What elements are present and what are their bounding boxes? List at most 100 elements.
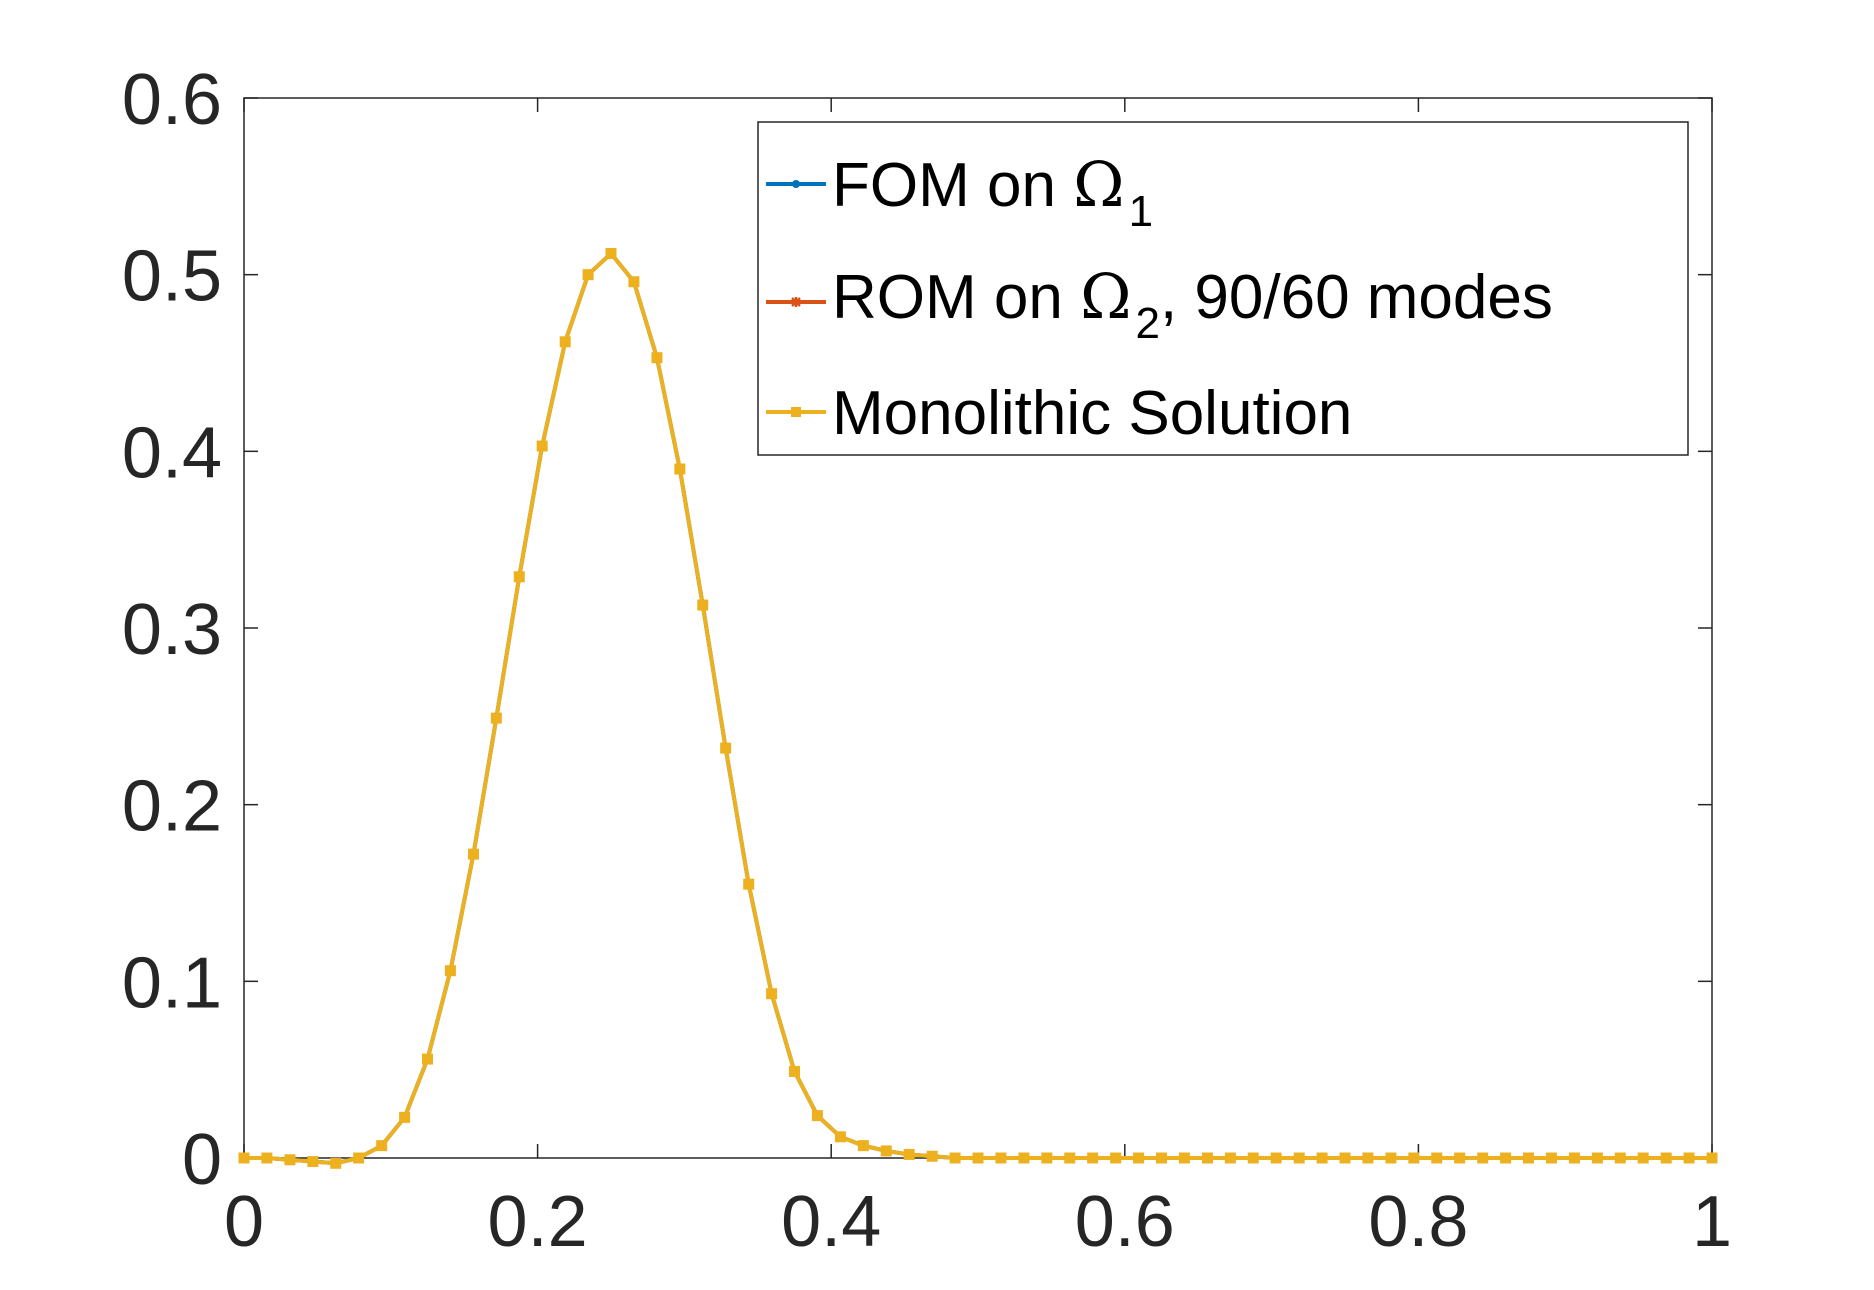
data-point [1178,1152,1190,1164]
data-point [1362,1152,1374,1164]
x-tick-label: 0 [224,1182,264,1262]
legend-marker-fom [792,180,800,188]
legend-entry-fom: FOM on Ω1 [766,148,1153,236]
axis-tick-labels: 0 0.2 0.4 0.6 0.8 1 0 0.1 0.2 0.3 0.4 0.5 0.6 [122,60,1732,1262]
data-point [1614,1152,1626,1164]
data-point [1385,1152,1397,1164]
data-point [399,1111,411,1123]
legend-label-fom: FOM on Ω1 [832,148,1153,236]
data-point [926,1150,938,1162]
data-point [766,988,778,1000]
data-point [903,1148,915,1160]
data-point [444,965,456,977]
data-point [1683,1152,1695,1164]
data-point [1339,1152,1351,1164]
data-point [605,247,617,259]
data-point [1270,1152,1282,1164]
y-tick-label: 0.6 [122,60,222,140]
legend-label-rom-suffix: , 90/60 modes [1160,263,1553,332]
data-point [1110,1152,1122,1164]
legend-label-fom-symbol: Ω [1073,148,1124,221]
data-point [513,571,525,583]
data-point [330,1157,342,1169]
data-point [651,352,663,364]
data-point [972,1152,984,1164]
data-point [1041,1152,1053,1164]
data-point [789,1065,800,1077]
data-point [467,848,479,860]
data-point [1408,1152,1420,1164]
data-point [422,1053,433,1065]
data-point [536,440,548,452]
data-point [1293,1152,1305,1164]
x-tick-label: 0.4 [781,1182,881,1262]
data-point [238,1152,250,1164]
x-tick-label: 0.2 [488,1182,588,1262]
data-point [1133,1152,1145,1164]
data-point [1591,1152,1603,1164]
data-point [1224,1152,1236,1164]
data-point [1316,1152,1328,1164]
data-point [559,336,571,348]
data-point [880,1145,892,1157]
data-point [674,463,686,475]
legend-label-rom: ROM on Ω2, 90/60 modes [832,260,1553,348]
data-point [307,1156,319,1168]
y-tick-label: 0.5 [122,237,222,317]
data-point [1431,1152,1443,1164]
data-point [1018,1152,1030,1164]
data-point [376,1140,388,1152]
data-point [490,712,502,724]
y-tick-label: 0.3 [122,590,222,670]
legend-label-rom-subscript: 2 [1135,299,1159,348]
data-point [284,1154,296,1166]
data-point [1545,1152,1557,1164]
data-point [995,1152,1007,1164]
legend-entry-rom: ROM on Ω2, 90/60 modes [766,260,1553,348]
legend-label-monolithic: Monolithic Solution [832,379,1352,448]
legend: FOM on Ω1 ROM on Ω2, 90/60 modes Monolit… [757,121,1689,456]
y-tick-label: 0.1 [122,943,222,1023]
y-tick-label: 0.4 [122,413,222,493]
data-point [857,1140,869,1152]
series-2 [238,247,1718,1169]
data-point [834,1131,846,1143]
series-layer [238,247,1718,1169]
data-point [1201,1152,1213,1164]
data-point [1477,1152,1489,1164]
data-point [1064,1152,1076,1164]
data-point [1637,1152,1649,1164]
data-point [628,276,640,288]
data-point [261,1152,273,1164]
y-tick-label: 0 [182,1120,222,1200]
legend-entry-monolithic: Monolithic Solution [766,379,1352,448]
x-tick-label: 1 [1692,1182,1732,1262]
data-point [1156,1152,1167,1164]
legend-marker-rom [791,297,801,307]
data-point [720,742,732,754]
data-point [582,269,594,281]
data-point [1523,1152,1534,1164]
y-tick-label: 0.2 [122,767,222,847]
data-point [949,1152,961,1164]
legend-label-fom-subscript: 1 [1129,187,1153,236]
legend-box [757,121,1689,456]
legend-label-fom-prefix: FOM on [832,151,1073,220]
data-point [1568,1152,1580,1164]
data-point [1500,1152,1512,1164]
data-point [743,878,755,890]
legend-label-rom-prefix: ROM on [832,263,1080,332]
x-tick-label: 0.6 [1075,1182,1175,1262]
data-point [1247,1152,1259,1164]
legend-label-rom-symbol: Ω [1080,260,1131,333]
data-point [1087,1152,1099,1164]
data-point [1454,1152,1466,1164]
x-tick-label: 0.8 [1368,1182,1468,1262]
data-point [1706,1152,1718,1164]
data-point [697,599,709,611]
data-point [811,1110,823,1122]
data-point [1660,1152,1672,1164]
data-point [353,1152,365,1164]
legend-marker-monolithic [791,407,801,417]
